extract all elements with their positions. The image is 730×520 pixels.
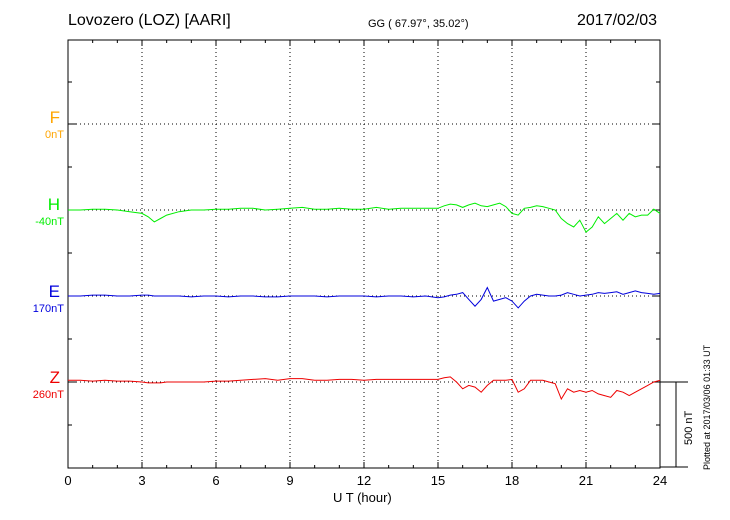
series-line-h <box>68 202 661 233</box>
channel-offset-f: 0nT <box>45 129 64 141</box>
plotted-timestamp: Plotted at 2017/03/06 01:33 UT <box>702 344 712 470</box>
station-title: Lovozero (LOZ) [AARI] <box>68 12 231 29</box>
x-tick-label: 0 <box>64 473 71 488</box>
x-tick-label: 21 <box>579 473 593 488</box>
x-tick-label: 15 <box>431 473 445 488</box>
channel-label-h: H <box>47 195 60 214</box>
x-tick-label: 24 <box>653 473 667 488</box>
channel-offset-e: 170nT <box>32 303 64 315</box>
x-tick-label: 9 <box>286 473 293 488</box>
channel-offset-z: 260nT <box>32 389 64 401</box>
x-tick-label: 3 <box>138 473 145 488</box>
scale-bar-label: 500 nT <box>683 410 695 445</box>
x-tick-label: 12 <box>357 473 371 488</box>
x-axis-label: U T (hour) <box>333 490 392 505</box>
x-tick-label: 18 <box>505 473 519 488</box>
channel-offset-h: -40nT <box>35 216 64 228</box>
channel-label-e: E <box>48 282 60 301</box>
series-line-e <box>68 286 661 309</box>
channel-label-z: Z <box>49 368 60 387</box>
coordinates-label: GG ( 67.97°, 35.02°) <box>368 18 469 30</box>
channel-label-f: F <box>49 108 60 127</box>
x-tick-label: 6 <box>212 473 219 488</box>
date-label: 2017/02/03 <box>577 12 658 29</box>
series-line-z <box>68 376 661 401</box>
